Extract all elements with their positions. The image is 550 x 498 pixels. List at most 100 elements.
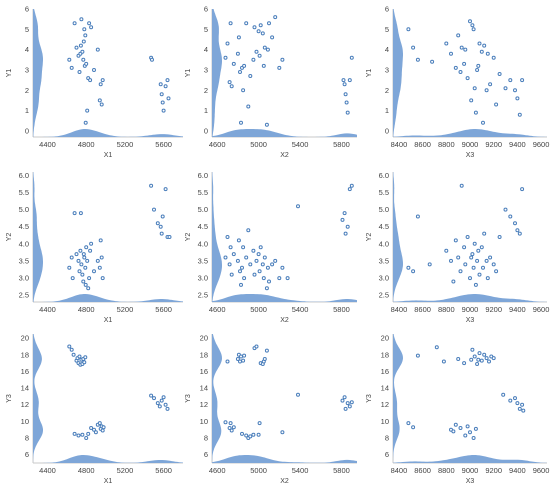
- data-point: [342, 395, 347, 400]
- data-point: [83, 282, 88, 287]
- data-point: [159, 92, 164, 97]
- data-point: [451, 279, 456, 284]
- y-tick-label: 3.5: [19, 256, 29, 265]
- y-tick-label: 5.5: [198, 188, 208, 197]
- y-tick-label: 1: [204, 106, 208, 115]
- data-point: [258, 245, 263, 250]
- y-tick-label: 5.0: [379, 205, 389, 214]
- data-point: [476, 248, 481, 253]
- data-point: [415, 57, 420, 62]
- y-tick-label: 10: [381, 417, 389, 426]
- data-point: [479, 358, 484, 363]
- x-tick-label: 4600: [209, 305, 226, 314]
- data-point: [264, 286, 269, 291]
- data-point: [69, 65, 74, 70]
- data-point: [92, 427, 96, 432]
- y-tick-label: 20: [200, 334, 208, 343]
- y-axis-label: Y2: [366, 233, 373, 242]
- data-point: [513, 396, 517, 401]
- data-point: [471, 27, 476, 32]
- data-point: [229, 428, 234, 433]
- y-tick-label: 3.0: [198, 274, 208, 283]
- data-point: [340, 398, 345, 403]
- data-point: [80, 49, 85, 54]
- y-axis-label: Y3: [366, 394, 373, 403]
- data-point: [471, 436, 476, 440]
- data-point: [155, 401, 160, 406]
- data-point: [242, 276, 247, 281]
- y-density-curve: [393, 9, 403, 137]
- data-point: [451, 429, 456, 434]
- data-point: [406, 421, 411, 426]
- data-point: [78, 248, 83, 253]
- data-point: [515, 401, 520, 406]
- x-tick-label: 4400: [39, 466, 56, 475]
- data-point: [241, 245, 246, 250]
- data-point: [254, 258, 259, 263]
- data-point: [469, 98, 474, 103]
- data-point: [99, 102, 104, 107]
- data-point: [415, 353, 420, 358]
- data-point: [484, 88, 489, 93]
- y-tick-label: 3.5: [379, 256, 389, 265]
- data-point: [441, 359, 446, 364]
- data-point: [470, 23, 475, 28]
- x-tick-label: 8800: [438, 140, 455, 149]
- data-point: [231, 61, 236, 66]
- data-point: [235, 51, 240, 56]
- data-point: [161, 395, 166, 400]
- data-point: [484, 356, 489, 361]
- x-axis-label: X3: [466, 152, 475, 159]
- y-axis-label: Y3: [6, 394, 13, 403]
- x-tick-label: 4800: [78, 140, 95, 149]
- data-point: [459, 45, 464, 50]
- data-point: [69, 347, 74, 352]
- data-point: [77, 354, 82, 359]
- data-point: [79, 17, 84, 22]
- data-point: [227, 262, 232, 267]
- y-tick-label: 8: [25, 434, 29, 443]
- y-tick-label: 12: [200, 400, 208, 409]
- data-point: [469, 255, 474, 260]
- x-tick-label: 5800: [333, 466, 350, 475]
- data-point: [462, 361, 467, 366]
- data-point: [296, 392, 300, 397]
- data-point: [165, 406, 170, 411]
- y-tick-label: 4.5: [198, 222, 208, 231]
- data-point: [166, 96, 171, 101]
- data-point: [95, 258, 100, 263]
- data-point: [231, 425, 236, 430]
- x-density-curve: [393, 455, 547, 463]
- data-point: [470, 252, 475, 257]
- data-point: [252, 25, 257, 30]
- data-point: [242, 63, 247, 68]
- y-tick-label: 3.5: [198, 256, 208, 265]
- data-point: [238, 70, 242, 74]
- scatter-panel-1: 0 1 2 3 4 5 6 4400 4800 5200 5600 X1 Y1: [6, 5, 183, 159]
- data-point: [152, 396, 156, 401]
- data-point: [100, 428, 105, 433]
- data-point: [84, 245, 89, 250]
- data-point: [411, 269, 416, 274]
- data-point: [485, 51, 490, 56]
- y-tick-label: 6: [25, 5, 29, 14]
- y-tick-label: 16: [381, 367, 389, 376]
- y-density-curve: [212, 334, 222, 463]
- x-tick-label: 5600: [155, 140, 172, 149]
- data-point: [267, 279, 271, 284]
- data-point: [343, 231, 348, 236]
- data-point: [149, 393, 154, 398]
- data-point: [484, 258, 489, 263]
- data-point: [345, 110, 350, 115]
- data-point: [475, 258, 480, 263]
- data-point: [270, 262, 275, 267]
- data-point: [277, 65, 282, 70]
- data-point: [463, 262, 468, 267]
- data-point: [254, 344, 259, 349]
- data-point: [228, 245, 233, 250]
- y-tick-label: 6.0: [19, 171, 29, 180]
- data-point: [257, 53, 262, 58]
- data-point: [411, 425, 416, 430]
- y-tick-label: 4.5: [379, 222, 389, 231]
